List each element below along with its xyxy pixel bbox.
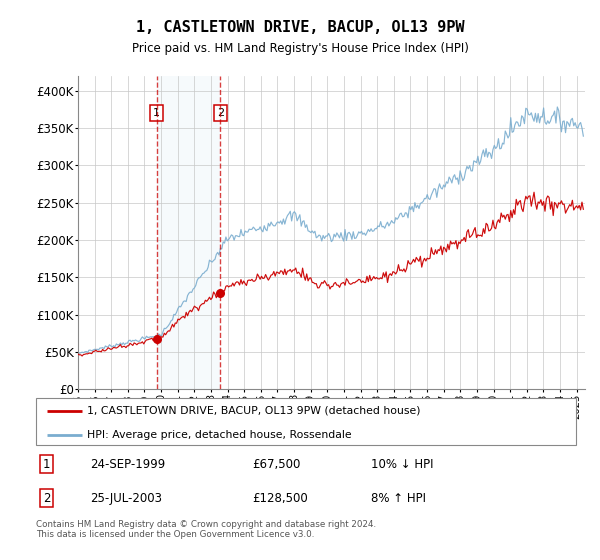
Text: 10% ↓ HPI: 10% ↓ HPI bbox=[371, 458, 433, 470]
Text: 2: 2 bbox=[43, 492, 50, 505]
Text: 8% ↑ HPI: 8% ↑ HPI bbox=[371, 492, 426, 505]
Text: Contains HM Land Registry data © Crown copyright and database right 2024.
This d: Contains HM Land Registry data © Crown c… bbox=[36, 520, 376, 539]
Bar bbox=[157, 76, 220, 389]
Text: 1: 1 bbox=[43, 458, 50, 470]
Text: 1, CASTLETOWN DRIVE, BACUP, OL13 9PW: 1, CASTLETOWN DRIVE, BACUP, OL13 9PW bbox=[136, 20, 464, 35]
Text: HPI: Average price, detached house, Rossendale: HPI: Average price, detached house, Ross… bbox=[88, 430, 352, 440]
Text: 2: 2 bbox=[217, 108, 224, 118]
Text: 25-JUL-2003: 25-JUL-2003 bbox=[90, 492, 162, 505]
Text: 1, CASTLETOWN DRIVE, BACUP, OL13 9PW (detached house): 1, CASTLETOWN DRIVE, BACUP, OL13 9PW (de… bbox=[88, 406, 421, 416]
Text: Price paid vs. HM Land Registry's House Price Index (HPI): Price paid vs. HM Land Registry's House … bbox=[131, 42, 469, 55]
Text: 1: 1 bbox=[153, 108, 160, 118]
Text: 24-SEP-1999: 24-SEP-1999 bbox=[90, 458, 165, 470]
Text: £67,500: £67,500 bbox=[252, 458, 301, 470]
Text: £128,500: £128,500 bbox=[252, 492, 308, 505]
FancyBboxPatch shape bbox=[36, 398, 576, 445]
